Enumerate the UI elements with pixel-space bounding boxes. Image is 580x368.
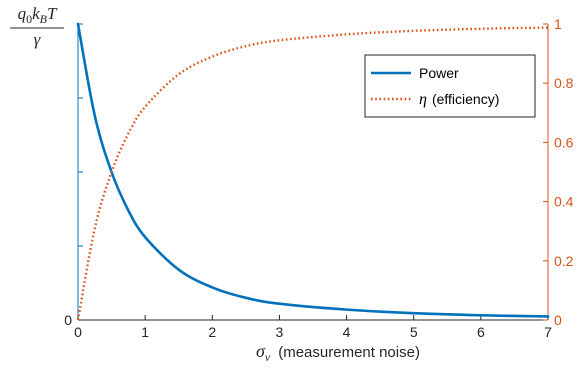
x-tick-label: 6 bbox=[477, 324, 485, 340]
series-layer bbox=[76, 22, 550, 321]
x-tick-label: 7 bbox=[544, 324, 552, 340]
legend-label-power: Power bbox=[419, 65, 459, 81]
y-right-tick-label: 0 bbox=[554, 312, 562, 328]
axis-labels: q0kBT γ σv (measurement noise) bbox=[10, 4, 420, 364]
y-left-label-numerator: q0kBT bbox=[18, 4, 58, 26]
legend-box bbox=[364, 54, 536, 118]
x-axis-label: σv (measurement noise) bbox=[256, 341, 420, 364]
legend-label-efficiency: η (efficiency) bbox=[419, 91, 499, 108]
x-tick-label: 2 bbox=[208, 324, 216, 340]
x-tick-label: 5 bbox=[410, 324, 418, 340]
x-tick-label: 0 bbox=[74, 324, 82, 340]
y-left-label-denominator: γ bbox=[34, 30, 42, 49]
x-tick-label: 1 bbox=[141, 324, 149, 340]
plot-axes: 0 1 2 3 4 5 6 70 00.20.40.60.81 bbox=[64, 16, 573, 340]
y-right-tick-label: 0.2 bbox=[554, 253, 574, 269]
y-right-tick-label: 0.8 bbox=[554, 75, 574, 91]
x-tick-label: 3 bbox=[276, 324, 284, 340]
legend: Power η (efficiency) bbox=[364, 54, 536, 118]
y-right-tick-label: 0.4 bbox=[554, 194, 574, 210]
series-line-efficiency bbox=[76, 26, 549, 321]
y-right-tick-label: 0.6 bbox=[554, 134, 574, 150]
y-left-tick-label: 0 bbox=[64, 312, 72, 328]
y-right-tick-label: 1 bbox=[554, 16, 562, 32]
x-tick-label: 4 bbox=[343, 324, 351, 340]
